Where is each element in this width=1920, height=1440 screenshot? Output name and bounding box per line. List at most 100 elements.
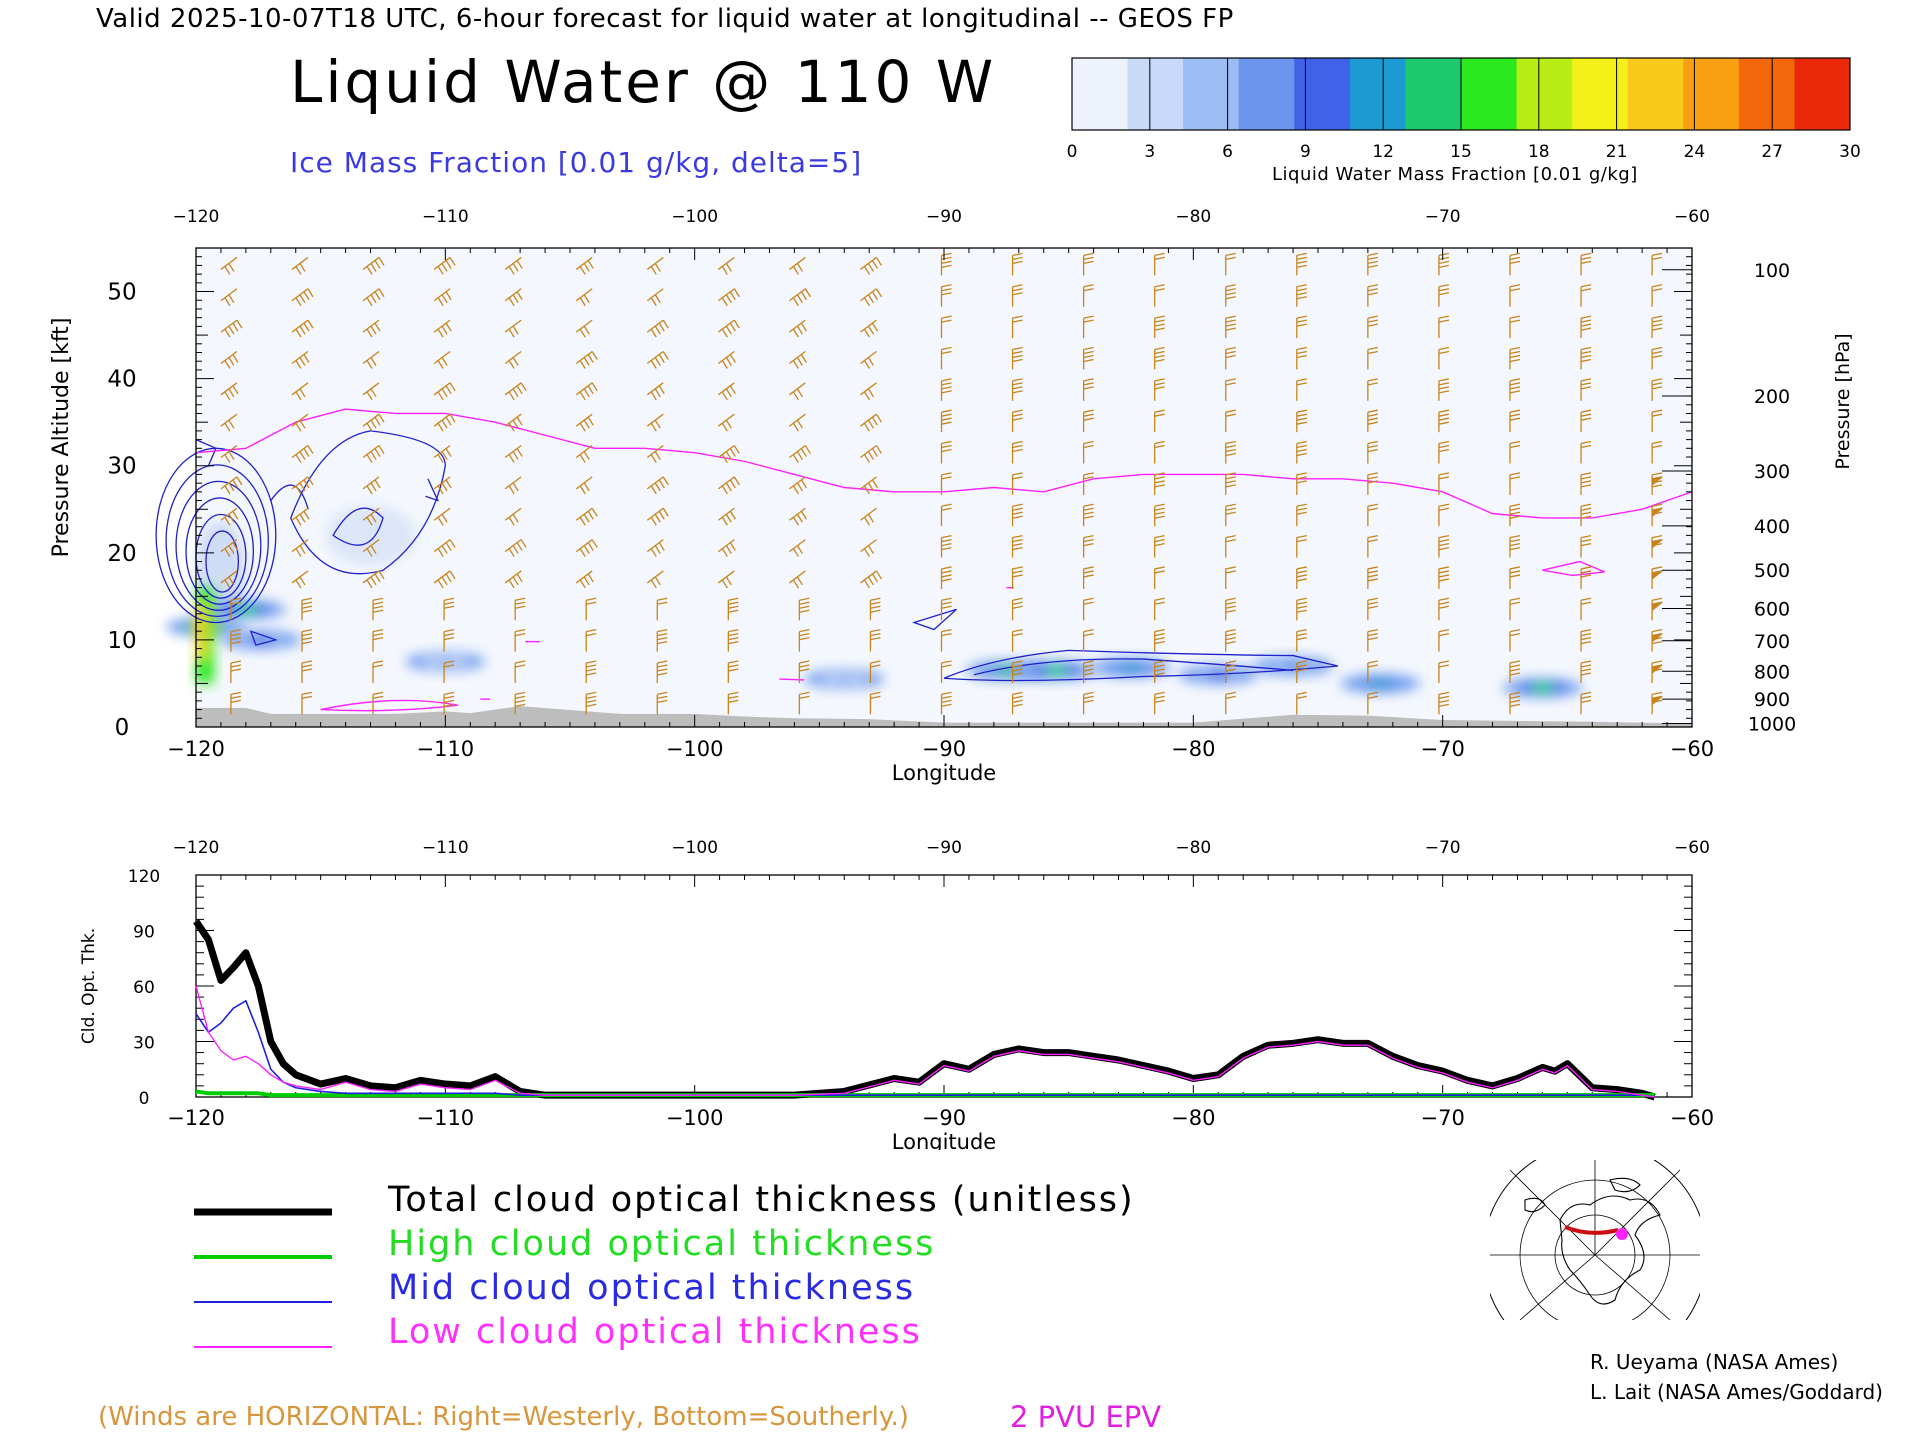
barb-flag bbox=[1651, 386, 1663, 390]
barb-flag bbox=[1225, 566, 1236, 570]
wind-barb bbox=[940, 409, 952, 433]
barb-flag bbox=[733, 288, 740, 298]
barb-flag bbox=[1154, 480, 1165, 484]
barb-flag bbox=[1083, 503, 1094, 507]
barb-flag bbox=[941, 386, 952, 390]
wind-barb bbox=[1225, 409, 1236, 433]
barb-flag bbox=[1580, 641, 1592, 645]
barb-flag bbox=[299, 388, 306, 398]
barb-flag bbox=[366, 454, 373, 463]
barb-flag bbox=[1438, 601, 1450, 605]
barb-flag bbox=[1580, 472, 1592, 476]
barb-flag bbox=[867, 388, 874, 398]
barb-flag bbox=[303, 322, 310, 332]
barb-flag bbox=[1509, 386, 1521, 390]
x-tick-label: −110 bbox=[416, 1106, 474, 1130]
barb-flag bbox=[1012, 660, 1023, 664]
barb-flag bbox=[799, 637, 810, 641]
wind-barb bbox=[940, 503, 952, 527]
barb-flag bbox=[870, 637, 881, 641]
barb-flag bbox=[1438, 534, 1450, 539]
barb-flag bbox=[301, 629, 313, 633]
barb-flag bbox=[303, 479, 310, 489]
barb-flag bbox=[871, 416, 878, 426]
barb-flag bbox=[372, 629, 384, 633]
barb-flag bbox=[1367, 417, 1378, 421]
pressure-tick-label: 1000 bbox=[1748, 714, 1796, 736]
barb-flag bbox=[1154, 472, 1165, 476]
barb-flag bbox=[1580, 507, 1592, 511]
y-tick-label: 30 bbox=[133, 1034, 155, 1054]
barb-flag bbox=[657, 699, 668, 703]
barb-flag bbox=[796, 545, 803, 554]
wind-barb bbox=[504, 382, 527, 401]
wind-barb bbox=[860, 539, 877, 557]
wind-barb bbox=[433, 539, 456, 557]
barb-flag bbox=[301, 641, 313, 645]
wind-barb bbox=[788, 350, 807, 369]
barb-flag bbox=[1083, 346, 1094, 351]
barb-flag bbox=[654, 263, 661, 272]
barb-flag bbox=[1154, 695, 1165, 699]
barb-flag bbox=[1296, 256, 1307, 261]
y-tick-label: 50 bbox=[107, 280, 136, 306]
barb-flag bbox=[1367, 256, 1378, 261]
wind-barb bbox=[727, 629, 739, 652]
barb-flag bbox=[1509, 633, 1521, 637]
colorbar-tick-label: 9 bbox=[1299, 142, 1311, 162]
barb-flag bbox=[804, 445, 811, 454]
wind-barb bbox=[220, 539, 239, 557]
barb-flag bbox=[591, 351, 598, 360]
ice-contour-nested bbox=[175, 480, 262, 611]
barb-flag bbox=[863, 579, 870, 589]
barb-flag bbox=[583, 325, 590, 335]
barb-flag bbox=[515, 699, 526, 703]
barb-flag bbox=[437, 266, 444, 275]
barb-staff bbox=[860, 570, 877, 584]
barb-flag bbox=[441, 263, 448, 272]
barb-flag bbox=[867, 325, 874, 335]
x-tick-label-top: −70 bbox=[1425, 207, 1461, 227]
barb-flag bbox=[366, 548, 373, 557]
wind-barb bbox=[1011, 629, 1023, 652]
barb-flag bbox=[1012, 546, 1023, 551]
wind-barb bbox=[433, 382, 456, 401]
barb-flag bbox=[443, 699, 455, 703]
barb-flag bbox=[1154, 691, 1165, 695]
wind-barb bbox=[1651, 472, 1663, 495]
barb-flag bbox=[867, 419, 874, 429]
barb-flag bbox=[1154, 315, 1165, 319]
barb-flag bbox=[1012, 601, 1023, 605]
barb-flag bbox=[512, 545, 519, 554]
barb-flag bbox=[875, 413, 882, 423]
wind-barb bbox=[1011, 346, 1023, 370]
barb-flag bbox=[437, 516, 444, 526]
barb-flag bbox=[1154, 668, 1165, 672]
wind-barb bbox=[1225, 629, 1236, 652]
wind-barb bbox=[220, 445, 238, 463]
barb-flag bbox=[1651, 444, 1663, 449]
colorbar-cell bbox=[1072, 58, 1129, 130]
barb-flag bbox=[441, 545, 448, 554]
barb-flag bbox=[1580, 566, 1592, 570]
barb-flag bbox=[1367, 350, 1378, 355]
wind-barb bbox=[1651, 252, 1663, 276]
wind-barb bbox=[575, 256, 594, 275]
barb-flag bbox=[1438, 578, 1450, 582]
barb-flag bbox=[941, 413, 952, 417]
barb-flag bbox=[441, 482, 448, 492]
x-tick-label-top: −80 bbox=[1175, 838, 1211, 858]
barb-flag bbox=[650, 297, 657, 307]
wind-barb bbox=[1154, 315, 1165, 339]
barb-flag bbox=[1083, 386, 1094, 390]
wind-barb bbox=[1438, 440, 1450, 464]
barb-flag bbox=[1012, 346, 1023, 351]
barb-flag bbox=[224, 548, 231, 557]
wind-barb bbox=[291, 570, 309, 589]
barb-flag bbox=[1509, 660, 1521, 664]
barb-flag bbox=[587, 573, 594, 583]
wind-barb bbox=[1296, 315, 1307, 339]
barb-flag bbox=[792, 360, 799, 369]
wind-barb bbox=[504, 507, 522, 526]
barb-flag bbox=[1296, 354, 1307, 359]
